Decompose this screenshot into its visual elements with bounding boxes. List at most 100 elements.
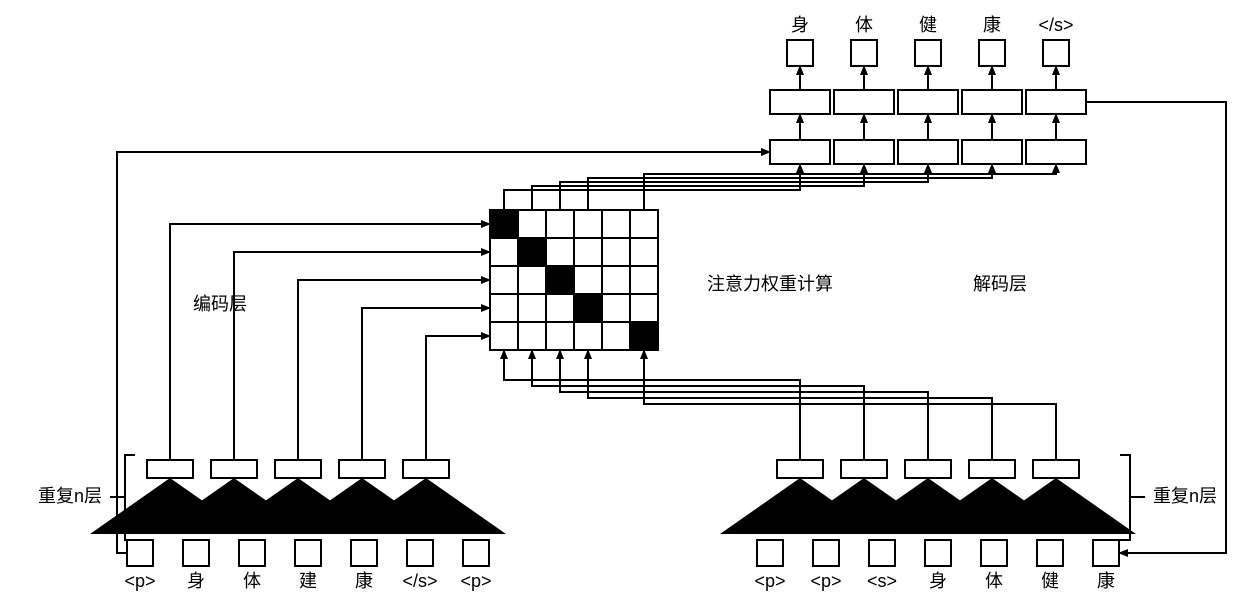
encoder-token-label: <p>: [460, 571, 491, 591]
encoder-input-box: [407, 540, 433, 566]
decoder-input-box: [757, 540, 783, 566]
decoder-token-label: <s>: [867, 571, 897, 591]
encoder-input-box: [183, 540, 209, 566]
encoder-input-labels: <p> 身 体 建 康 </s> <p>: [124, 571, 491, 591]
decoder-input-labels: <p> <p> <s> 身 体 健 康: [754, 571, 1115, 591]
decoder-rect: [777, 460, 823, 478]
repeat-n-right-label: 重复n层: [1153, 486, 1217, 506]
attention-cell: [574, 294, 602, 322]
decoder-stack-layer2: [770, 140, 1086, 164]
encoder-token-label: <p>: [124, 571, 155, 591]
decoder-layer3-rect: [962, 90, 1022, 114]
attention-cell: [630, 238, 658, 266]
repeat-n-left-label: 重复n层: [38, 486, 102, 506]
output-token-box: [979, 40, 1005, 66]
encoder-to-matrix-arrow: [170, 224, 490, 460]
encoder-rect: [339, 460, 385, 478]
attention-cell: [574, 210, 602, 238]
attention-cell: [602, 322, 630, 350]
attention-cell: [490, 238, 518, 266]
bracket-right: 重复n层: [1120, 455, 1217, 540]
decoder-token-label: 体: [985, 571, 1003, 591]
encoder-token-label: 体: [243, 571, 261, 591]
attention-matrix: [490, 210, 658, 350]
output-token-box: [1043, 40, 1069, 66]
attention-label: 注意力权重计算: [707, 274, 833, 294]
decoder-input-box: [925, 540, 951, 566]
attention-cell: [602, 238, 630, 266]
encoder-rect: [211, 460, 257, 478]
attention-cell: [518, 294, 546, 322]
decoder-token-label: 康: [1097, 571, 1115, 591]
output-token-label: 康: [983, 15, 1001, 35]
decoder-layer3-rect: [834, 90, 894, 114]
decoder-layer2-rect: [770, 140, 830, 164]
decoder-rect: [1033, 460, 1079, 478]
encoder-rect: [147, 460, 193, 478]
decoder-layer2-rect: [1026, 140, 1086, 164]
encoder-input-box: [463, 540, 489, 566]
encoder-token-label: 建: [299, 571, 317, 591]
encoder-input-box: [239, 540, 265, 566]
decoder-layer3-rect: [1026, 90, 1086, 114]
attention-cell: [574, 322, 602, 350]
encoder-rect: [275, 460, 321, 478]
output-token-label: 体: [855, 15, 873, 35]
matrix-to-decoder2-arrow: [532, 164, 864, 210]
decoder-token-label: <p>: [754, 571, 785, 591]
output-token-row: 身体健康</s>: [787, 15, 1074, 66]
encoder-input-box: [351, 540, 377, 566]
attention-cell: [630, 322, 658, 350]
decoder-token-label: 健: [1041, 571, 1059, 591]
attention-cell: [490, 210, 518, 238]
decoder-triangles: [720, 478, 1136, 534]
encoder-token-label: </s>: [402, 571, 437, 591]
decoder-token-label: 身: [929, 571, 947, 591]
decoder-rect: [905, 460, 951, 478]
attention-cell: [630, 210, 658, 238]
attention-cell: [546, 238, 574, 266]
attention-cell: [518, 210, 546, 238]
output-token-label: 身: [791, 15, 809, 35]
decoder-layer2-rect: [962, 140, 1022, 164]
decoder-input-box: [869, 540, 895, 566]
attention-cell: [546, 266, 574, 294]
decoder-label: 解码层: [973, 274, 1027, 294]
attention-cell: [490, 322, 518, 350]
attention-cell: [546, 210, 574, 238]
decoder-token-label: <p>: [810, 571, 841, 591]
diagram-root: 身体健康</s> 注意力权重计算 解码层 编码层 <p>身体建康</s><p> …: [0, 0, 1240, 607]
encoder-input-box: [127, 540, 153, 566]
decoder-layer2-rect: [834, 140, 894, 164]
output-token-box: [787, 40, 813, 66]
attention-cell: [602, 266, 630, 294]
decoder-input-box: [981, 540, 1007, 566]
attention-cell: [546, 322, 574, 350]
encoder-triangles: [90, 478, 506, 534]
attention-cell: [490, 294, 518, 322]
attention-cell: [574, 238, 602, 266]
decoder-to-matrix-arrow: [644, 350, 1056, 460]
decoder-top-rects: [777, 460, 1079, 478]
output-token-label: </s>: [1038, 15, 1073, 35]
decoder-input-box: [1037, 540, 1063, 566]
decoder-layer2-rect: [898, 140, 958, 164]
attention-cell: [518, 322, 546, 350]
attention-cell: [518, 238, 546, 266]
output-token-box: [851, 40, 877, 66]
decoder-input-box: [1093, 540, 1119, 566]
decoder-input-box: [813, 540, 839, 566]
attention-cell: [630, 266, 658, 294]
encoder-token-label: 康: [355, 571, 373, 591]
encoder-input-box: [295, 540, 321, 566]
attention-cell: [574, 266, 602, 294]
decoder-stack-layer3: [770, 90, 1086, 114]
encoder-token-label: 身: [187, 571, 205, 591]
attention-cell: [490, 266, 518, 294]
encoder-top-rects: [147, 460, 449, 478]
encoder-input-boxes: [127, 540, 489, 566]
decoder-input-boxes: [757, 540, 1119, 566]
encoder-to-matrix-arrow: [426, 336, 490, 460]
attention-cell: [602, 294, 630, 322]
attention-cell: [546, 294, 574, 322]
